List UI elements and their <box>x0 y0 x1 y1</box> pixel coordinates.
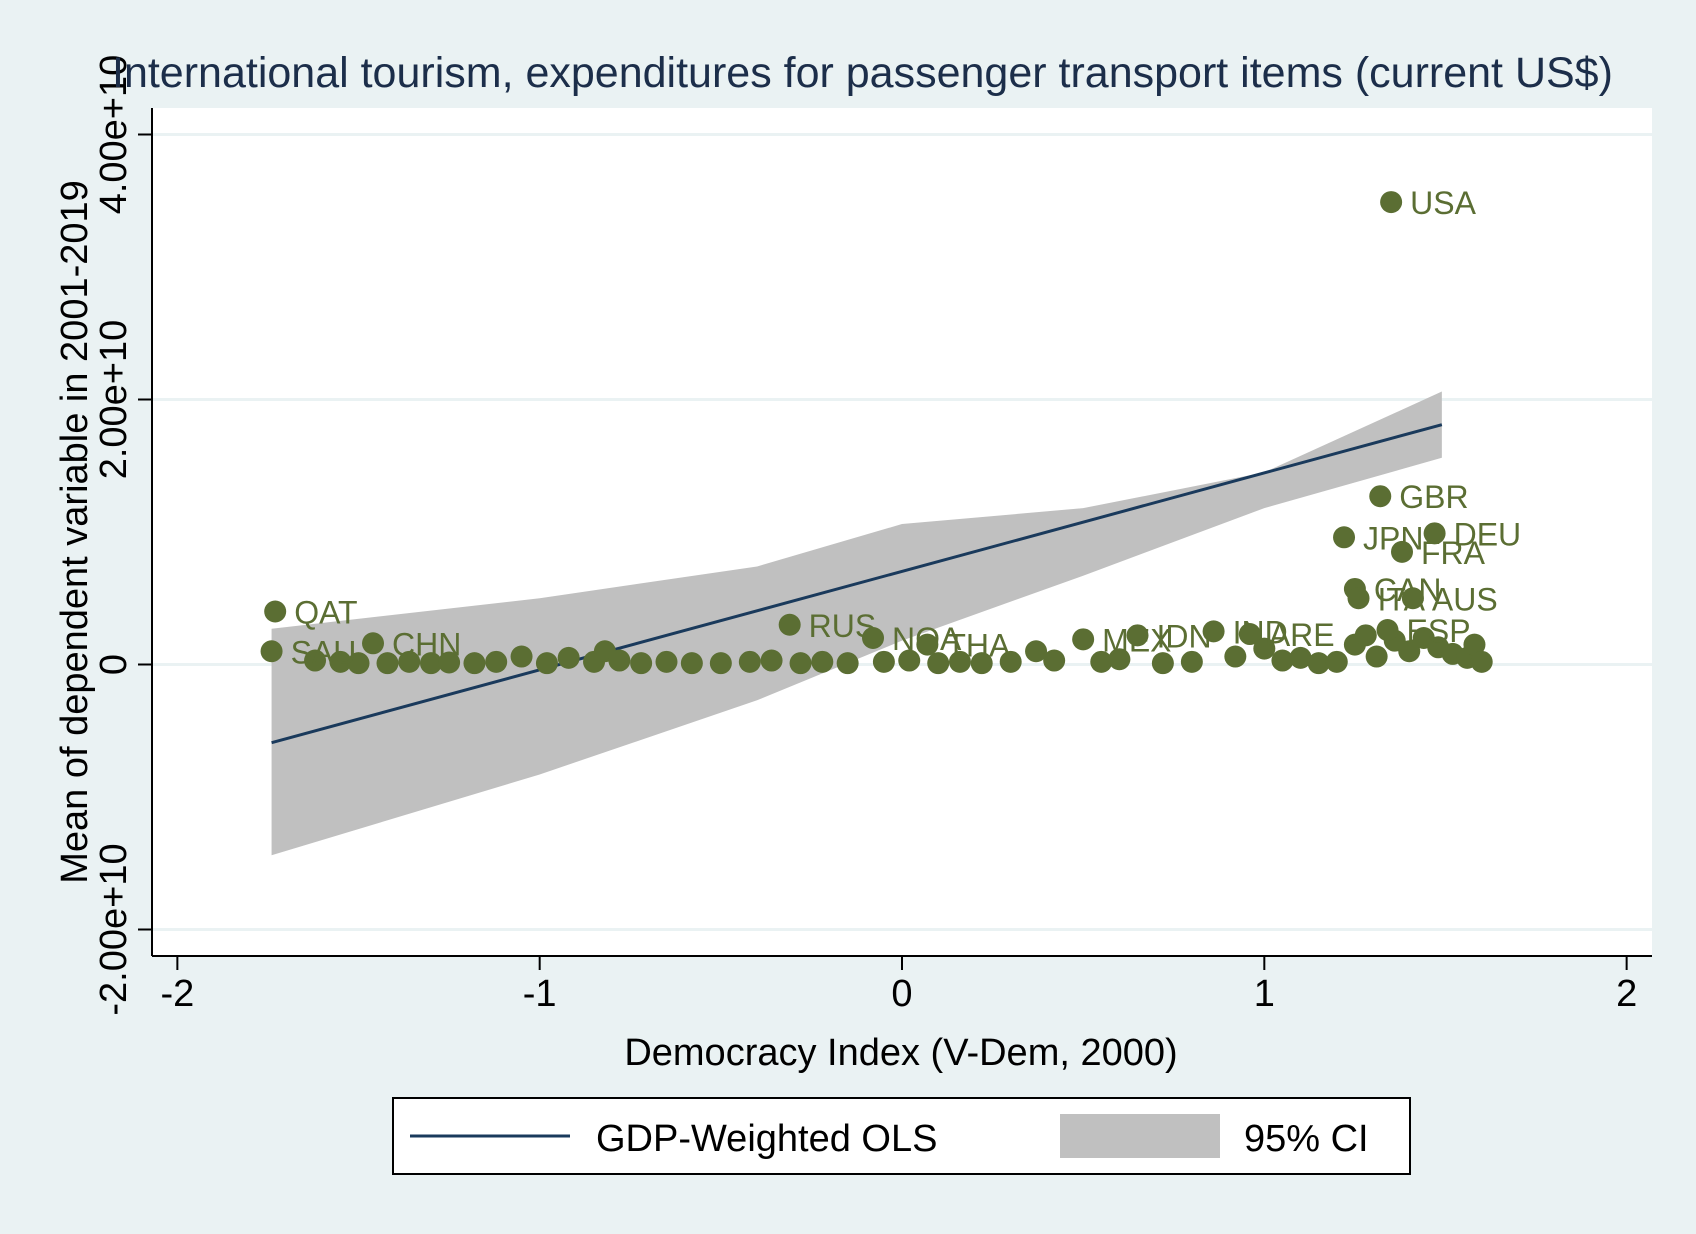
data-point-idn <box>1126 624 1149 647</box>
axes: -2 -1 0 1 2 -2.00e+10 0 2.00e+10 4.00e+10 <box>93 55 1652 1016</box>
data-point-38 <box>1271 649 1294 672</box>
legend-ci-label: 95% CI <box>1244 1118 1369 1160</box>
data-point-33 <box>1108 648 1131 671</box>
data-point-esp <box>1376 619 1399 642</box>
data-point-44 <box>1365 645 1388 668</box>
data-point-16 <box>655 650 678 673</box>
chart-title: International tourism, expenditures for … <box>112 49 1613 97</box>
data-point-7 <box>463 652 486 675</box>
data-point-tha <box>916 633 939 656</box>
data-point-0 <box>304 649 327 672</box>
data-point-46 <box>1398 640 1421 663</box>
data-point-1 <box>329 650 352 673</box>
legend-fit-label: GDP-Weighted OLS <box>596 1118 937 1160</box>
data-point-40 <box>1307 652 1330 675</box>
x-tick-label-3: 1 <box>1254 973 1275 1015</box>
data-point-5 <box>419 652 442 675</box>
y-axis-label: Mean of dependent variable in 2001-2019 <box>54 180 96 884</box>
data-point-aus <box>1401 587 1424 610</box>
y-tick-label-2: 2.00e+10 <box>93 320 135 480</box>
y-tick-label-3: 4.00e+10 <box>93 55 135 215</box>
data-point-10 <box>535 652 558 675</box>
data-point-ita <box>1347 587 1370 610</box>
point-label-tha: THA <box>946 628 1011 664</box>
data-point-39 <box>1289 646 1312 669</box>
data-point-37 <box>1253 637 1276 660</box>
ci-band-layer <box>271 391 1442 856</box>
data-point-35 <box>1180 650 1203 673</box>
fit-line <box>271 423 1443 745</box>
data-point-36 <box>1224 645 1247 668</box>
data-point-ind <box>1202 620 1225 643</box>
y-tick-label-1: 0 <box>93 654 135 675</box>
ci-band <box>271 391 1442 856</box>
data-point-4 <box>398 650 421 673</box>
point-label-esp: ESP <box>1407 613 1471 649</box>
data-point-14 <box>608 649 631 672</box>
data-point-fra <box>1391 540 1413 563</box>
data-point-52 <box>1470 650 1493 673</box>
data-point-6 <box>438 651 461 674</box>
data-point-usa <box>1380 191 1403 214</box>
x-tick-label-1: -1 <box>523 973 557 1015</box>
point-label-aus: AUS <box>1432 581 1498 617</box>
legend-ci-swatch <box>1060 1114 1220 1158</box>
y-tick-label-0: -2.00e+10 <box>93 843 135 1015</box>
data-point-11 <box>557 646 580 669</box>
data-point-17 <box>680 652 703 675</box>
point-label-idn: IDN <box>1157 618 1212 654</box>
data-point-24 <box>872 650 895 673</box>
data-point-chn <box>362 632 385 655</box>
data-point-20 <box>760 649 783 672</box>
data-point-jpn <box>1333 526 1356 549</box>
data-point-26 <box>927 652 950 675</box>
x-tick-label-2: 0 <box>891 973 912 1015</box>
data-point-noa <box>862 627 885 649</box>
data-point-2 <box>347 652 370 675</box>
point-label-usa: USA <box>1410 185 1476 221</box>
data-point-18 <box>709 652 732 675</box>
data-point-29 <box>999 650 1022 673</box>
point-label-qat: QAT <box>294 595 357 631</box>
data-point-30 <box>1025 640 1048 663</box>
point-label-sau: SAU <box>291 634 357 670</box>
data-point-31 <box>1043 649 1066 672</box>
data-point-mex <box>1072 628 1095 651</box>
data-point-8 <box>485 650 508 673</box>
data-point-qat <box>264 600 287 623</box>
data-point-gbr <box>1369 485 1392 508</box>
point-label-deu: DEU <box>1454 516 1522 552</box>
x-axis-label: Democracy Index (V-Dem, 2000) <box>624 1032 1177 1074</box>
data-point-43 <box>1354 624 1377 647</box>
data-point-15 <box>630 652 653 675</box>
data-point-28 <box>970 652 993 675</box>
data-point-21 <box>789 652 812 675</box>
point-label-are: ARE <box>1269 617 1335 653</box>
data-point-9 <box>510 645 533 668</box>
x-tick-label-4: 2 <box>1616 973 1637 1015</box>
data-point-34 <box>1151 652 1174 675</box>
legend: GDP-Weighted OLS 95% CI <box>392 1097 1411 1175</box>
fit-line-layer <box>271 423 1443 745</box>
point-label-fra: FRA <box>1421 535 1486 571</box>
data-point-23 <box>836 652 859 675</box>
points-layer: USAGBRDEUJPNFRACANITAAUSQATRUSNOATHAMEXI… <box>260 185 1522 675</box>
data-point-3 <box>376 652 399 675</box>
point-label-chn: CHN <box>392 626 461 662</box>
data-point-25 <box>898 649 921 672</box>
x-tick-label-0: -2 <box>160 973 194 1015</box>
data-point-are <box>1238 623 1261 646</box>
data-point-19 <box>738 650 761 673</box>
data-point-22 <box>811 650 834 673</box>
data-point-32 <box>1090 650 1113 673</box>
data-point-51 <box>1463 633 1486 656</box>
data-point-27 <box>948 650 971 673</box>
data-point-sau <box>260 640 283 663</box>
data-point-deu <box>1423 522 1446 545</box>
data-point-41 <box>1325 650 1348 673</box>
data-point-rus <box>778 613 801 636</box>
grid-lines <box>152 133 1652 931</box>
point-label-gbr: GBR <box>1399 479 1468 515</box>
